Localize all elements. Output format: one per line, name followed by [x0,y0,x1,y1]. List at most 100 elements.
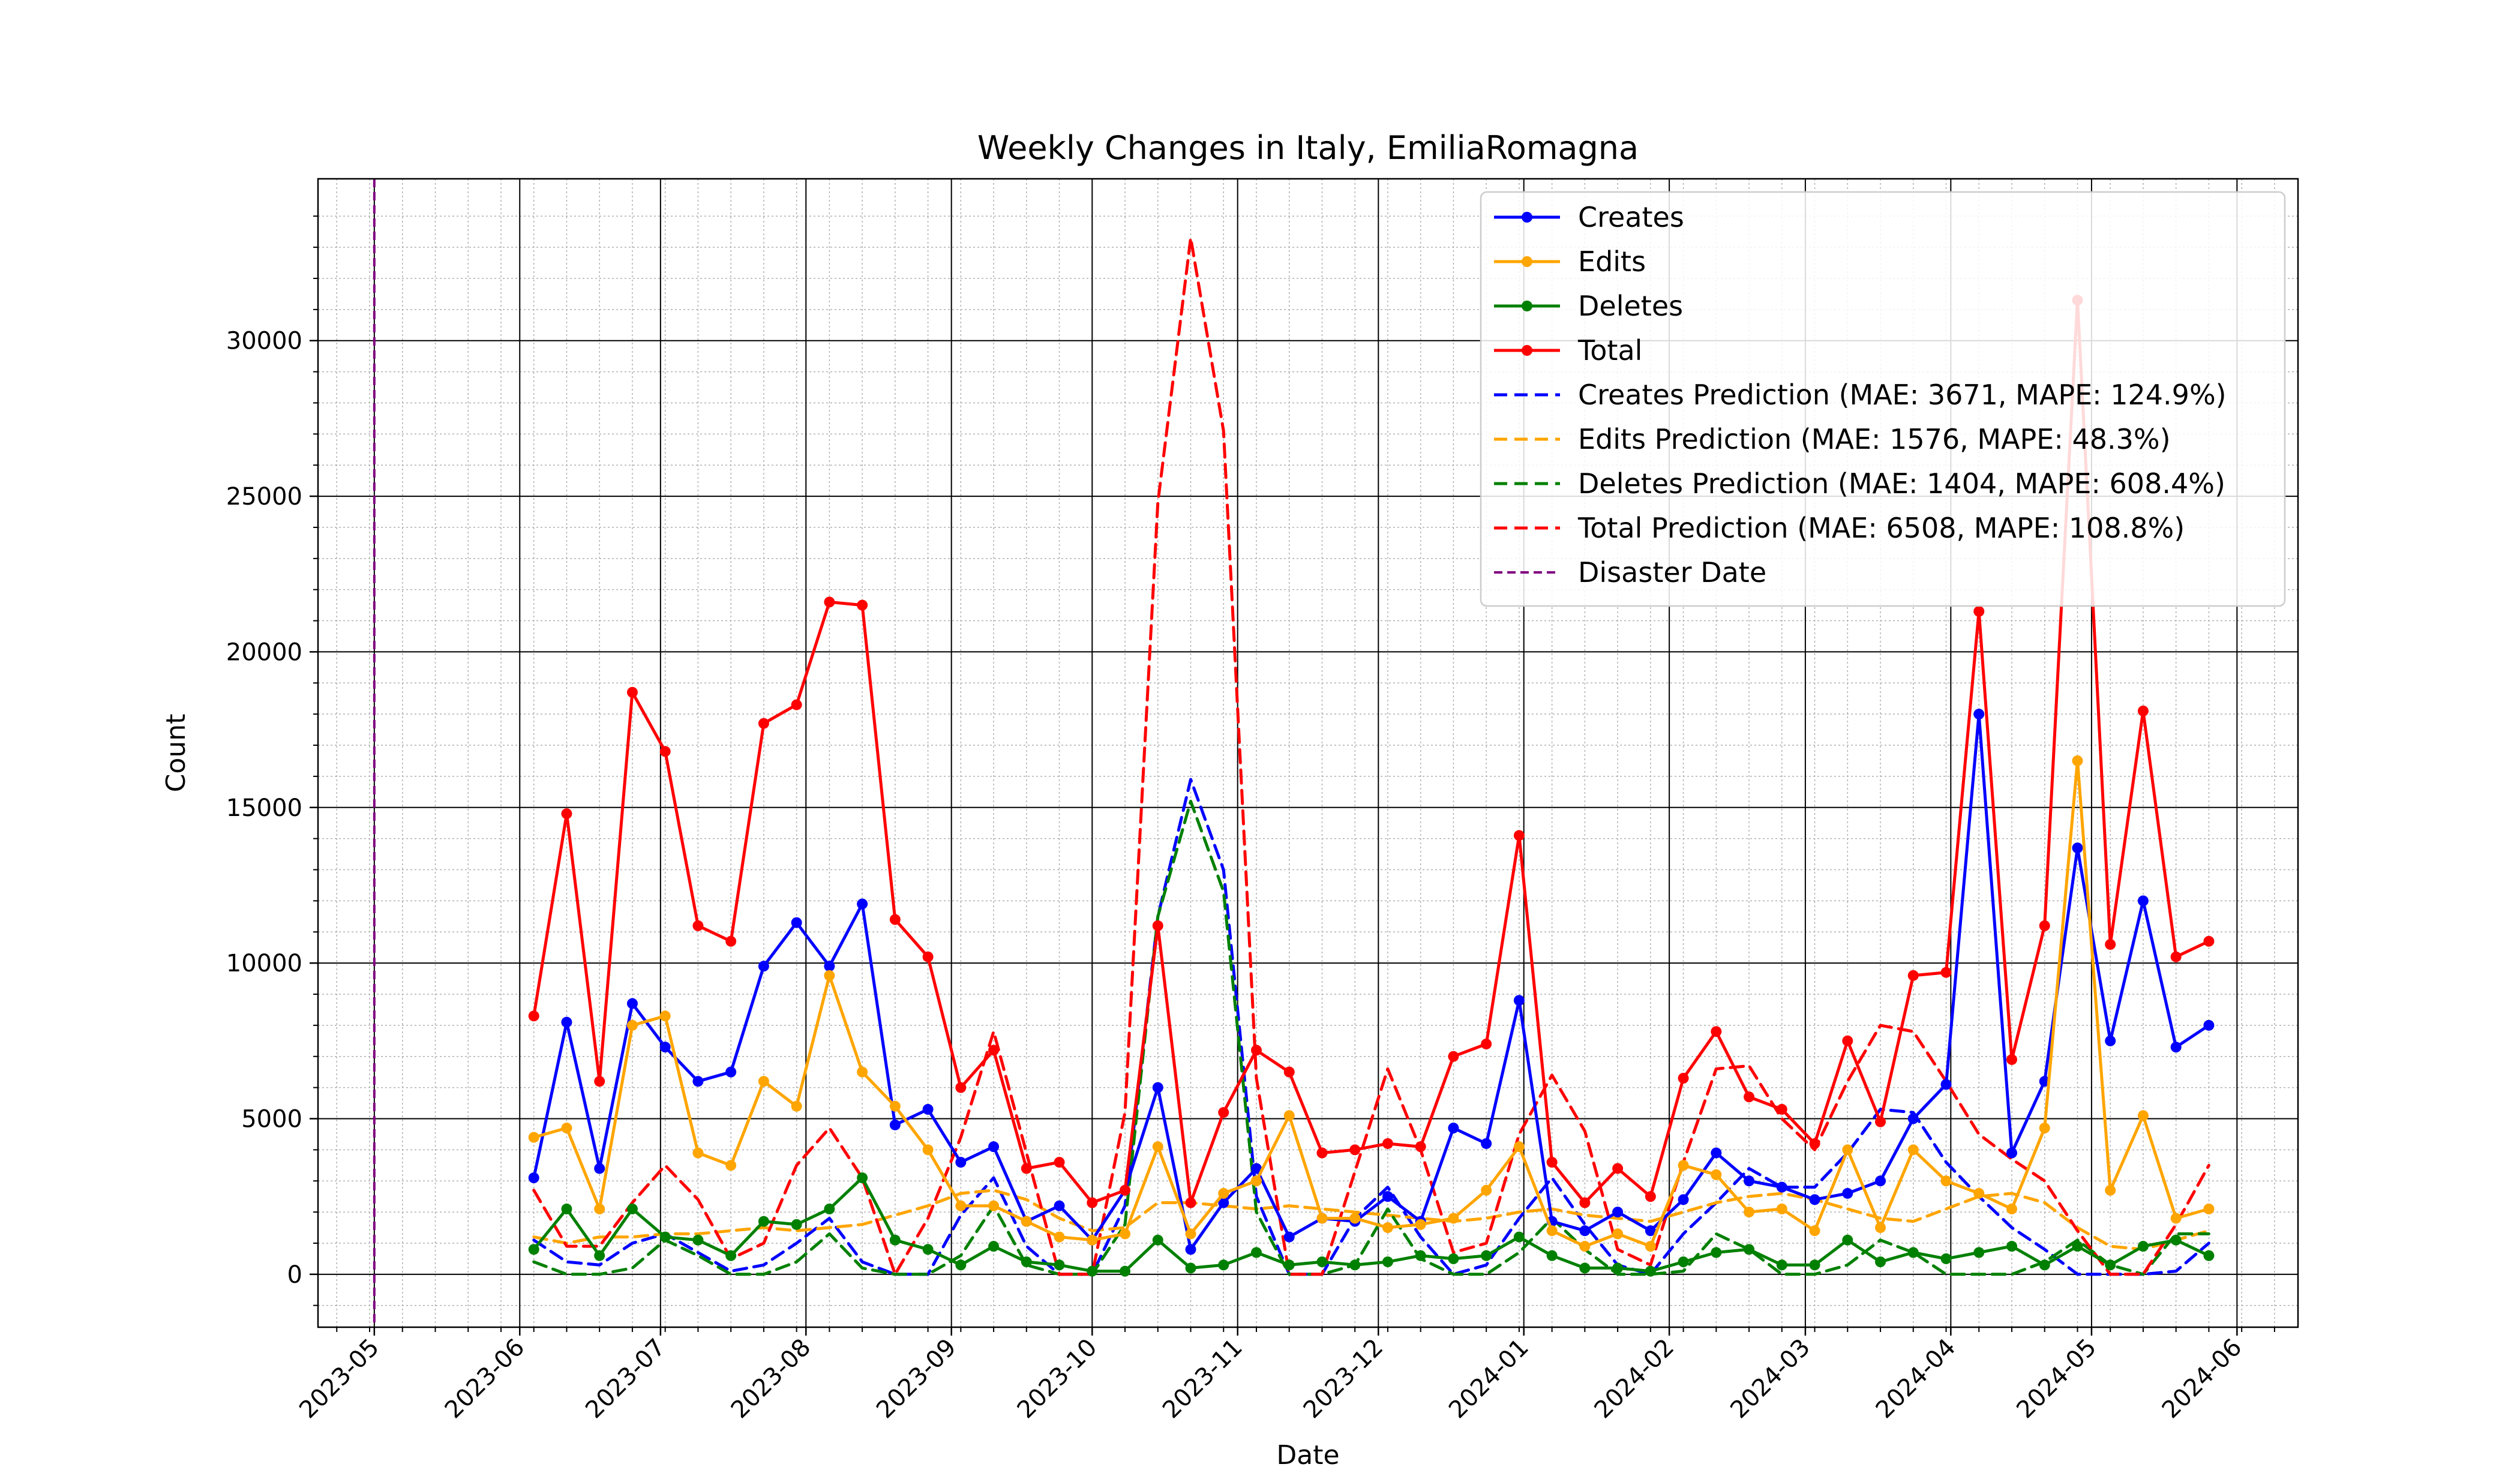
deletes-point [758,1216,769,1227]
total-point [1579,1197,1591,1208]
creates-line [532,712,2210,1251]
deletes-point [1973,1247,1985,1258]
edits-point [692,1147,704,1159]
creates-point [1809,1194,1820,1205]
edits-point [1546,1225,1558,1237]
creates-point [1579,1225,1591,1237]
chart-title: Weekly Changes in Italy, EmiliaRomagna [977,129,1639,167]
deletes-point [1612,1262,1624,1274]
deletes-point [922,1244,934,1255]
x-tick-label: 2024-02 [1589,1334,1679,1424]
total-point [1809,1138,1820,1149]
legend-label: Edits [1578,245,1646,278]
deletes-point [2105,1259,2116,1271]
edits-point [2039,1123,2050,1134]
legend-label: Total [1577,334,1642,367]
legend-label: Disaster Date [1578,556,1766,589]
deletes-point [626,1203,638,1214]
total-point [889,914,901,925]
x-tick-label: 2024-06 [2157,1334,2248,1424]
total-point [1940,967,1952,978]
edits-point [2170,1213,2182,1224]
edits-point [857,1066,868,1078]
edits-point [1678,1160,1689,1171]
x-tick-label: 2023-11 [1157,1334,1248,1424]
deletes-point [1711,1247,1722,1258]
deletes-point [1907,1247,1919,1258]
y-tick-label: 20000 [226,638,302,666]
creates-point [1054,1200,1065,1211]
total-point [922,951,934,962]
total-point [1612,1163,1624,1174]
deletes-point [1250,1247,1262,1258]
creates-point [2170,1042,2182,1053]
deletes-point [824,1203,835,1214]
deletes-point [1546,1250,1558,1261]
x-tick-label: 2023-05 [294,1334,385,1424]
deletes-point [791,1219,802,1230]
total-point [824,596,835,608]
edits-point [1776,1203,1787,1214]
total-point [1218,1107,1229,1118]
creates-point [1612,1207,1624,1218]
x-tick-label: 2023-12 [1298,1334,1389,1424]
edits-point [1152,1141,1163,1153]
legend-box [1480,191,2286,607]
edits-point [1875,1222,1886,1234]
creates-point [1645,1225,1656,1237]
total-point [1316,1147,1328,1159]
creates-point [955,1157,967,1168]
edits-point [561,1123,572,1134]
edits-point [1185,1228,1196,1240]
deletes-point [561,1203,572,1214]
edits-point [1120,1228,1131,1240]
deletes-point [1185,1262,1196,1274]
total-point [791,699,802,710]
deletes-point [1021,1256,1032,1268]
legend-marker [1522,345,1532,356]
deletes-point [1842,1234,1853,1246]
total-point [2006,1054,2017,1065]
creates-point [626,998,638,1009]
total-point [955,1082,967,1093]
total-point [1645,1191,1656,1202]
creates-point [725,1066,737,1078]
total-point [1448,1051,1459,1062]
deletes-point [1087,1265,1098,1277]
creates-point [791,917,802,928]
total-point [626,686,638,698]
creates-point [2006,1147,2017,1159]
edits-point [1744,1207,1755,1218]
edits-point [1054,1231,1065,1243]
deletes-point [528,1244,539,1255]
edits-point [1283,1110,1295,1121]
creates-point [1973,709,1985,720]
edits-point [889,1100,901,1112]
deletes-point [1152,1234,1163,1246]
x-tick-label: 2023-06 [440,1334,530,1424]
total-point [1546,1157,1558,1168]
legend-marker [1522,301,1532,311]
y-tick-label: 15000 [226,794,302,822]
total-point [1382,1138,1393,1149]
creates-point [889,1119,901,1130]
deletes-line [532,1176,2210,1273]
deletes-point [1940,1253,1952,1264]
total-point [2137,705,2149,716]
total-point [1776,1103,1787,1115]
edits-point [922,1144,934,1156]
edits-point [1250,1175,1262,1187]
creates-point [1283,1231,1295,1243]
edits-point [1809,1225,1820,1237]
total-point [692,920,704,931]
total-point [1120,1184,1131,1196]
edits-point [1021,1216,1032,1227]
deletes-point [988,1241,1000,1252]
edits-point [725,1160,737,1171]
edits-point [758,1076,769,1087]
total-point [1021,1163,1032,1174]
edits-prediction-line [532,1189,2210,1251]
total-point [857,599,868,611]
deletes-point [2170,1234,2182,1246]
deletes-point [1120,1265,1131,1277]
